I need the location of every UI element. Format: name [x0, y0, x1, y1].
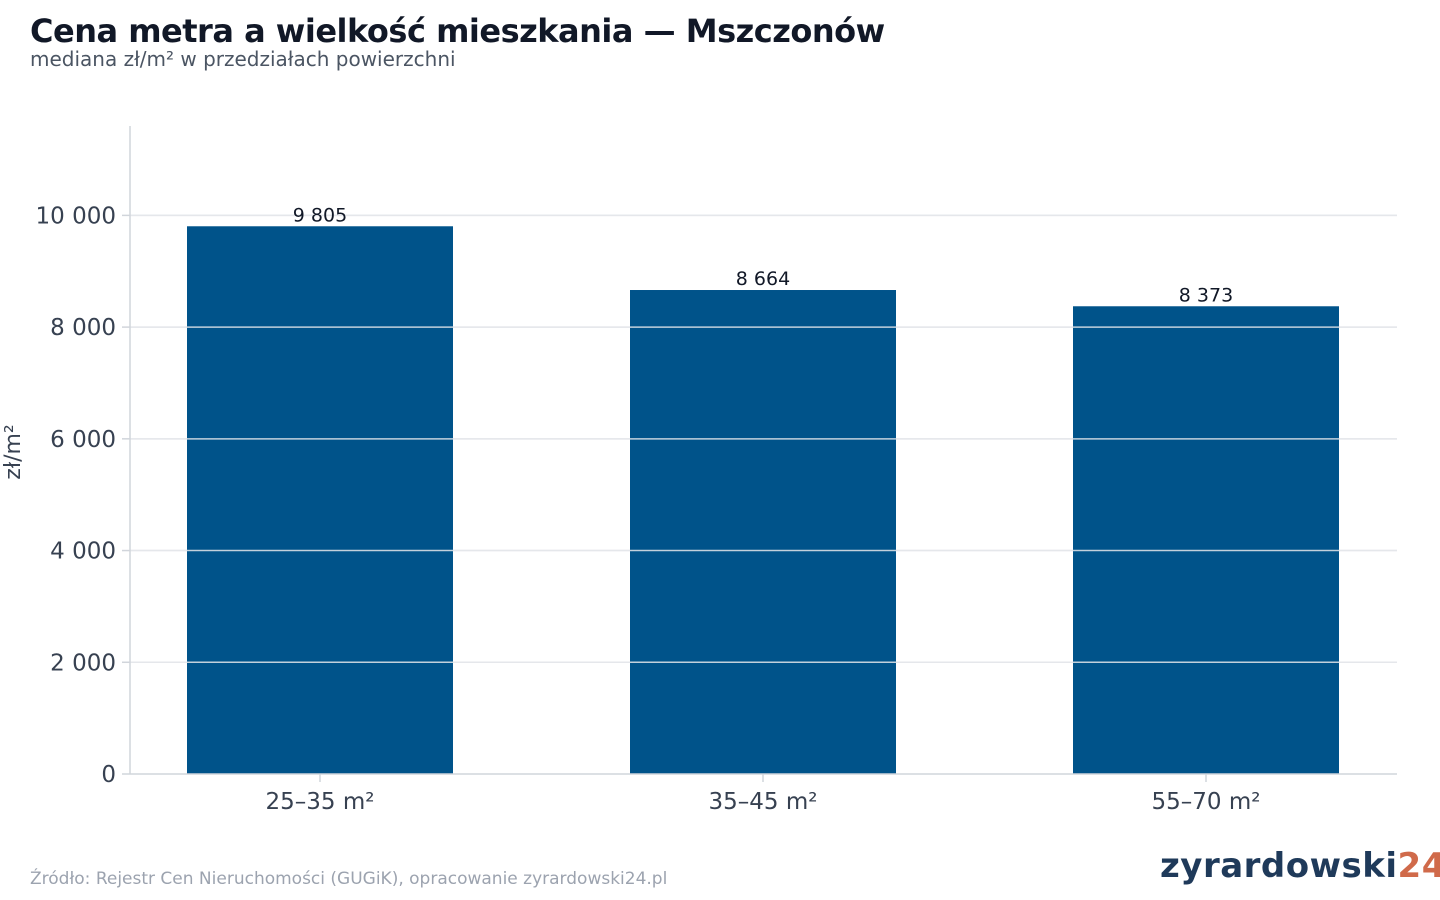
labels: 0 2 000 4 000 6 000 8 000 10 000 9 805 25–35 m²… [1, 203, 1260, 815]
x-tick-label: 35–45 m² [709, 789, 818, 815]
source-note: Źródło: Rejestr Cen Nieruchomości (GUGiK… [30, 869, 668, 889]
y-tick-label: 6 000 [50, 427, 116, 453]
y-tick-label: 4 000 [50, 539, 116, 565]
y-tick-label: 0 [101, 762, 116, 788]
axes [122, 126, 1397, 782]
chart-subtitle: mediana zł/m² w przedziałach powierzchni [30, 47, 456, 71]
bar-value-label: 8 373 [1179, 284, 1233, 306]
bar [1073, 306, 1339, 774]
logo-text: zyrardowski [1160, 846, 1398, 886]
y-tick-label: 10 000 [36, 203, 116, 229]
x-tick-label: 25–35 m² [266, 789, 375, 815]
bar-value-label: 9 805 [293, 204, 347, 226]
bar-overlay-grid [130, 214, 1397, 664]
bars [187, 226, 1339, 775]
chart-title: Cena metra a wielkość mieszkania — Mszcz… [30, 12, 885, 50]
brand-logo: zyrardowski24 [1160, 846, 1440, 886]
logo-number: 24 [1397, 846, 1440, 886]
x-tick-label: 55–70 m² [1152, 789, 1261, 815]
bar [187, 226, 453, 775]
bar-value-label: 8 664 [736, 268, 790, 290]
y-tick-label: 2 000 [50, 650, 116, 676]
y-tick-label: 8 000 [50, 315, 116, 341]
bar [630, 290, 896, 774]
y-axis-label: zł/m² [1, 424, 26, 479]
